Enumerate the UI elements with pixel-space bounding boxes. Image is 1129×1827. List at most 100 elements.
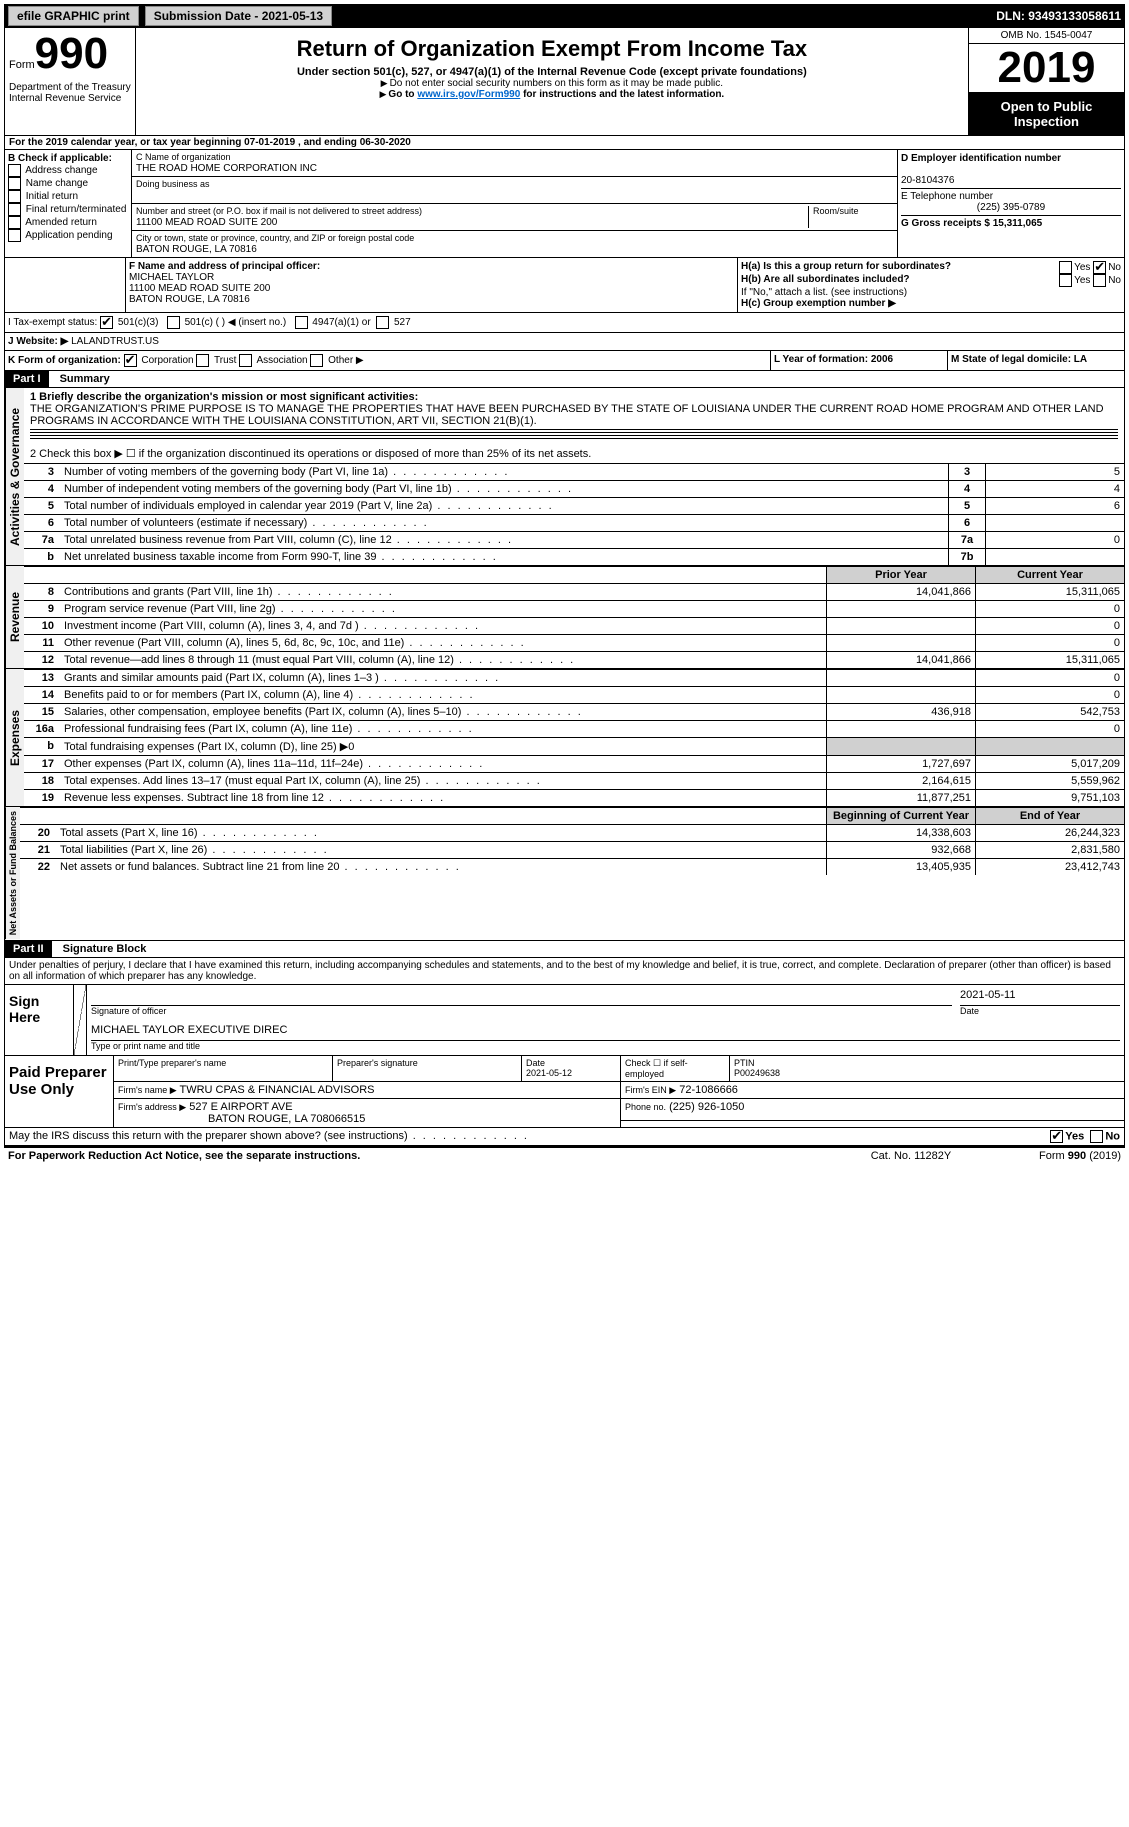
tel-value: (225) 395-0789 — [901, 202, 1121, 213]
table-row: 22 Net assets or fund balances. Subtract… — [20, 859, 1124, 876]
f-label: F Name and address of principal officer: — [129, 261, 320, 272]
sign-arrow-icon — [74, 985, 87, 1055]
note-ssn: Do not enter social security numbers on … — [390, 78, 723, 89]
checkbox-501c3[interactable] — [100, 316, 113, 329]
yes-label: Yes — [1065, 1130, 1084, 1142]
opt-trust: Trust — [214, 356, 236, 367]
opt-corp: Corporation — [141, 356, 193, 367]
prep-h4: Check ☐ if self-employed — [621, 1056, 730, 1082]
side-label-expenses: Expenses — [5, 669, 24, 806]
checkbox-address-change[interactable] — [8, 164, 21, 177]
firm-name-label: Firm's name ▶ — [118, 1085, 177, 1095]
top-bar: efile GRAPHIC print Submission Date - 20… — [4, 4, 1125, 28]
m-state: M State of legal domicile: LA — [951, 354, 1087, 365]
no-label: No — [1108, 276, 1121, 287]
perjury-text: Under penalties of perjury, I declare th… — [4, 958, 1125, 985]
phone-label: Phone no. — [625, 1102, 666, 1112]
firm-name: TWRU CPAS & FINANCIAL ADVISORS — [180, 1084, 375, 1096]
prep-h3: Date — [526, 1058, 545, 1068]
form-header: Form990 Department of the Treasury Inter… — [4, 28, 1125, 136]
checkbox-ha-no[interactable] — [1093, 261, 1106, 274]
yes-label: Yes — [1074, 276, 1090, 287]
checkbox-final-return[interactable] — [8, 203, 21, 216]
preparer-label: Paid Preparer Use Only — [5, 1056, 114, 1127]
yes-label: Yes — [1074, 263, 1090, 274]
opt-pending: Application pending — [25, 231, 112, 242]
org-city: BATON ROUGE, LA 70816 — [136, 244, 257, 255]
gross-receipts: G Gross receipts $ 15,311,065 — [901, 218, 1042, 229]
table-row: 14 Benefits paid to or for members (Part… — [24, 687, 1124, 704]
checkbox-ha-yes[interactable] — [1059, 261, 1072, 274]
org-name: THE ROAD HOME CORPORATION INC — [136, 163, 317, 174]
checkbox-discuss-yes[interactable] — [1050, 1130, 1063, 1143]
i-label: I Tax-exempt status: — [8, 318, 97, 329]
side-label-governance: Activities & Governance — [5, 388, 24, 565]
checkbox-501c[interactable] — [167, 316, 180, 329]
table-row: 11 Other revenue (Part VIII, column (A),… — [24, 635, 1124, 652]
discuss-text: May the IRS discuss this return with the… — [9, 1130, 408, 1142]
opt-other: Other ▶ — [328, 356, 363, 367]
dba-label: Doing business as — [136, 179, 210, 189]
table-row: 8 Contributions and grants (Part VIII, l… — [24, 584, 1124, 601]
pra-notice: For Paperwork Reduction Act Notice, see … — [8, 1150, 841, 1162]
officer-addr2: BATON ROUGE, LA 70816 — [129, 294, 250, 305]
prep-h2: Preparer's signature — [333, 1056, 522, 1082]
sign-here-label: Sign Here — [5, 985, 74, 1055]
sign-date: 2021-05-11 — [960, 989, 1120, 1006]
line-2: 2 Check this box ▶ ☐ if the organization… — [24, 444, 1124, 463]
efile-print-button[interactable]: efile GRAPHIC print — [8, 6, 139, 26]
table-row: 19 Revenue less expenses. Subtract line … — [24, 790, 1124, 807]
checkbox-hb-no[interactable] — [1093, 274, 1106, 287]
checkbox-pending[interactable] — [8, 229, 21, 242]
opt-assoc: Association — [256, 356, 307, 367]
table-row: 3 Number of voting members of the govern… — [24, 464, 1124, 481]
checkbox-assoc[interactable] — [239, 354, 252, 367]
prep-h1: Print/Type preparer's name — [114, 1056, 333, 1082]
opt-501c: 501(c) ( ) ◀ (insert no.) — [185, 318, 287, 329]
checkbox-other[interactable] — [310, 354, 323, 367]
net-assets-table: Beginning of Current Year End of Year 20… — [20, 807, 1124, 875]
addr-label: Number and street (or P.O. box if mail i… — [136, 206, 422, 216]
table-row: 10 Investment income (Part VIII, column … — [24, 618, 1124, 635]
revenue-table: Prior Year Current Year 8 Contributions … — [24, 566, 1124, 668]
officer-name: MICHAEL TAYLOR — [129, 272, 214, 283]
submission-date-button[interactable]: Submission Date - 2021-05-13 — [145, 6, 332, 26]
table-row: 5 Total number of individuals employed i… — [24, 498, 1124, 515]
part2-bar: Part II — [5, 941, 52, 957]
checkbox-discuss-no[interactable] — [1090, 1130, 1103, 1143]
signature-line[interactable] — [91, 989, 952, 1006]
form-num-footer: 990 — [1068, 1150, 1086, 1162]
ptin-value: P00249638 — [734, 1068, 780, 1078]
checkbox-initial-return[interactable] — [8, 190, 21, 203]
opt-4947: 4947(a)(1) or — [312, 318, 370, 329]
goto-pre: Go to — [388, 89, 417, 100]
preparer-table: Print/Type preparer's name Preparer's si… — [114, 1056, 1124, 1127]
tax-year: 2019 — [969, 44, 1124, 93]
irs-link[interactable]: www.irs.gov/Form990 — [417, 89, 520, 100]
table-row: 13 Grants and similar amounts paid (Part… — [24, 670, 1124, 687]
firm-addr2: BATON ROUGE, LA 708066515 — [208, 1113, 365, 1125]
checkbox-corp[interactable] — [124, 354, 137, 367]
no-label: No — [1108, 263, 1121, 274]
checkbox-name-change[interactable] — [8, 177, 21, 190]
typed-name: MICHAEL TAYLOR EXECUTIVE DIREC — [91, 1024, 1120, 1041]
checkbox-amended[interactable] — [8, 216, 21, 229]
opt-name-change: Name change — [26, 179, 88, 190]
room-label: Room/suite — [813, 206, 859, 216]
hb-label: H(b) Are all subordinates included? — [741, 274, 910, 285]
form-number: 990 — [35, 29, 108, 78]
checkbox-trust[interactable] — [196, 354, 209, 367]
opt-amended: Amended return — [25, 218, 97, 229]
arrow-icon — [381, 78, 390, 89]
checkbox-hb-yes[interactable] — [1059, 274, 1072, 287]
table-row: 18 Total expenses. Add lines 13–17 (must… — [24, 773, 1124, 790]
opt-527: 527 — [394, 318, 411, 329]
officer-addr1: 11100 MEAD ROAD SUITE 200 — [129, 283, 270, 294]
current-year-header: Current Year — [976, 567, 1125, 584]
checkbox-4947[interactable] — [295, 316, 308, 329]
checkbox-527[interactable] — [376, 316, 389, 329]
side-label-revenue: Revenue — [5, 566, 24, 668]
cat-no: Cat. No. 11282Y — [841, 1150, 981, 1162]
expenses-table: 13 Grants and similar amounts paid (Part… — [24, 669, 1124, 806]
l-year: L Year of formation: 2006 — [774, 354, 893, 365]
